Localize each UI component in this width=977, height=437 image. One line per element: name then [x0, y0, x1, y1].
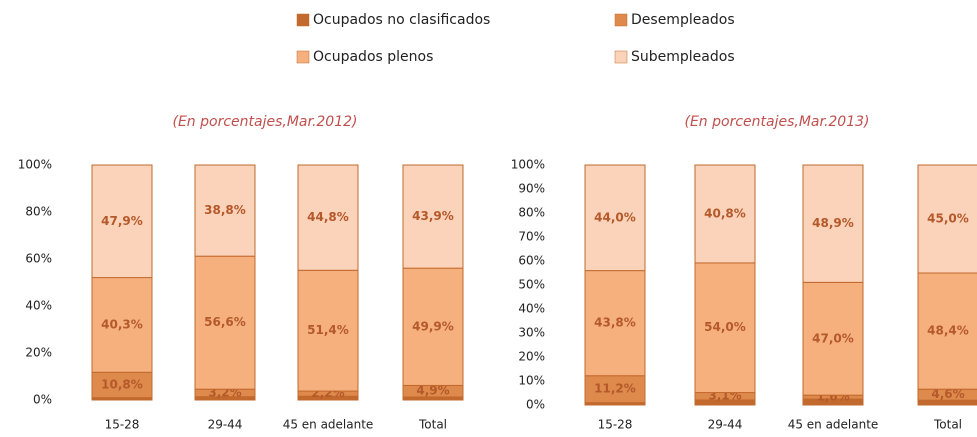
y-tick-label: 10%: [518, 374, 545, 388]
x-tick-label: Total: [933, 418, 962, 432]
y-tick-label: 100%: [18, 158, 52, 172]
legend-swatch: [614, 13, 628, 27]
data-label: 43,9%: [412, 209, 454, 223]
data-label: 40,8%: [704, 206, 746, 220]
data-label: 11,2%: [594, 382, 636, 396]
bar-segment: [802, 281, 864, 396]
data-label: 49,9%: [412, 319, 454, 333]
data-label: 38,8%: [204, 203, 246, 217]
y-tick-label: 30%: [518, 326, 545, 340]
y-tick-label: 40%: [518, 302, 545, 316]
legend-label: Subempleados: [631, 49, 735, 65]
chart-subtitle: (En porcentajes,Mar.2013): [684, 114, 869, 130]
data-label: 56,6%: [204, 315, 246, 329]
data-label: 47,9%: [101, 214, 143, 228]
x-tick-label: 45 en adelante: [788, 418, 879, 432]
data-label: 45,0%: [927, 212, 969, 226]
data-label: 51,4%: [307, 323, 349, 337]
bar-segment: [91, 277, 153, 373]
y-tick-label: 100%: [511, 158, 545, 172]
y-tick-label: 0%: [33, 393, 52, 407]
data-label: 10,8%: [101, 377, 143, 391]
bar-segment: [917, 164, 977, 274]
data-label: 43,8%: [594, 316, 636, 330]
y-tick-label: 60%: [518, 254, 545, 268]
data-label: 47,0%: [812, 331, 854, 345]
x-tick-label: Total: [418, 418, 447, 432]
bar-segment: [194, 164, 256, 257]
data-label: 4,6%: [931, 387, 964, 401]
bar-segment: [802, 164, 864, 283]
bar-segment: [584, 270, 646, 377]
legend-label: Ocupados no clasificados: [313, 12, 490, 28]
x-tick-label: 29-44: [708, 418, 743, 432]
bar-segment: [194, 255, 256, 390]
chart-subtitle: (En porcentajes,Mar.2012): [172, 114, 357, 130]
y-tick-label: 80%: [518, 206, 545, 220]
data-label: 44,0%: [594, 210, 636, 224]
data-label: 40,3%: [101, 317, 143, 331]
data-label: 48,4%: [927, 324, 969, 338]
bar-segment: [917, 272, 977, 390]
bar-segment: [297, 269, 359, 392]
bar-segment: [91, 164, 153, 279]
bar-segment: [584, 164, 646, 272]
data-label: 54,0%: [704, 320, 746, 334]
bar-segment: [402, 164, 464, 269]
legend-swatch: [296, 13, 310, 27]
y-tick-label: 0%: [526, 398, 545, 412]
x-tick-label: 29-44: [208, 418, 243, 432]
x-tick-label: 15-28: [105, 418, 140, 432]
legend-swatch: [296, 50, 310, 64]
legend-label: Desempleados: [631, 12, 735, 28]
y-tick-label: 80%: [25, 205, 52, 219]
y-tick-label: 70%: [518, 230, 545, 244]
y-tick-label: 20%: [25, 346, 52, 360]
bar-segment: [297, 164, 359, 271]
y-tick-label: 20%: [518, 350, 545, 364]
y-tick-label: 40%: [25, 299, 52, 313]
data-label: 48,9%: [812, 216, 854, 230]
y-tick-label: 90%: [518, 182, 545, 196]
x-tick-label: 45 en adelante: [283, 418, 374, 432]
data-label: 44,8%: [307, 210, 349, 224]
y-tick-label: 60%: [25, 252, 52, 266]
legend-label: Ocupados plenos: [313, 49, 433, 65]
legend-swatch: [614, 50, 628, 64]
data-label: 4,9%: [416, 384, 449, 398]
bar-segment: [694, 164, 756, 264]
bar-segment: [402, 267, 464, 386]
bar-segment: [694, 262, 756, 394]
y-tick-label: 50%: [518, 278, 545, 292]
x-tick-label: 15-28: [598, 418, 633, 432]
